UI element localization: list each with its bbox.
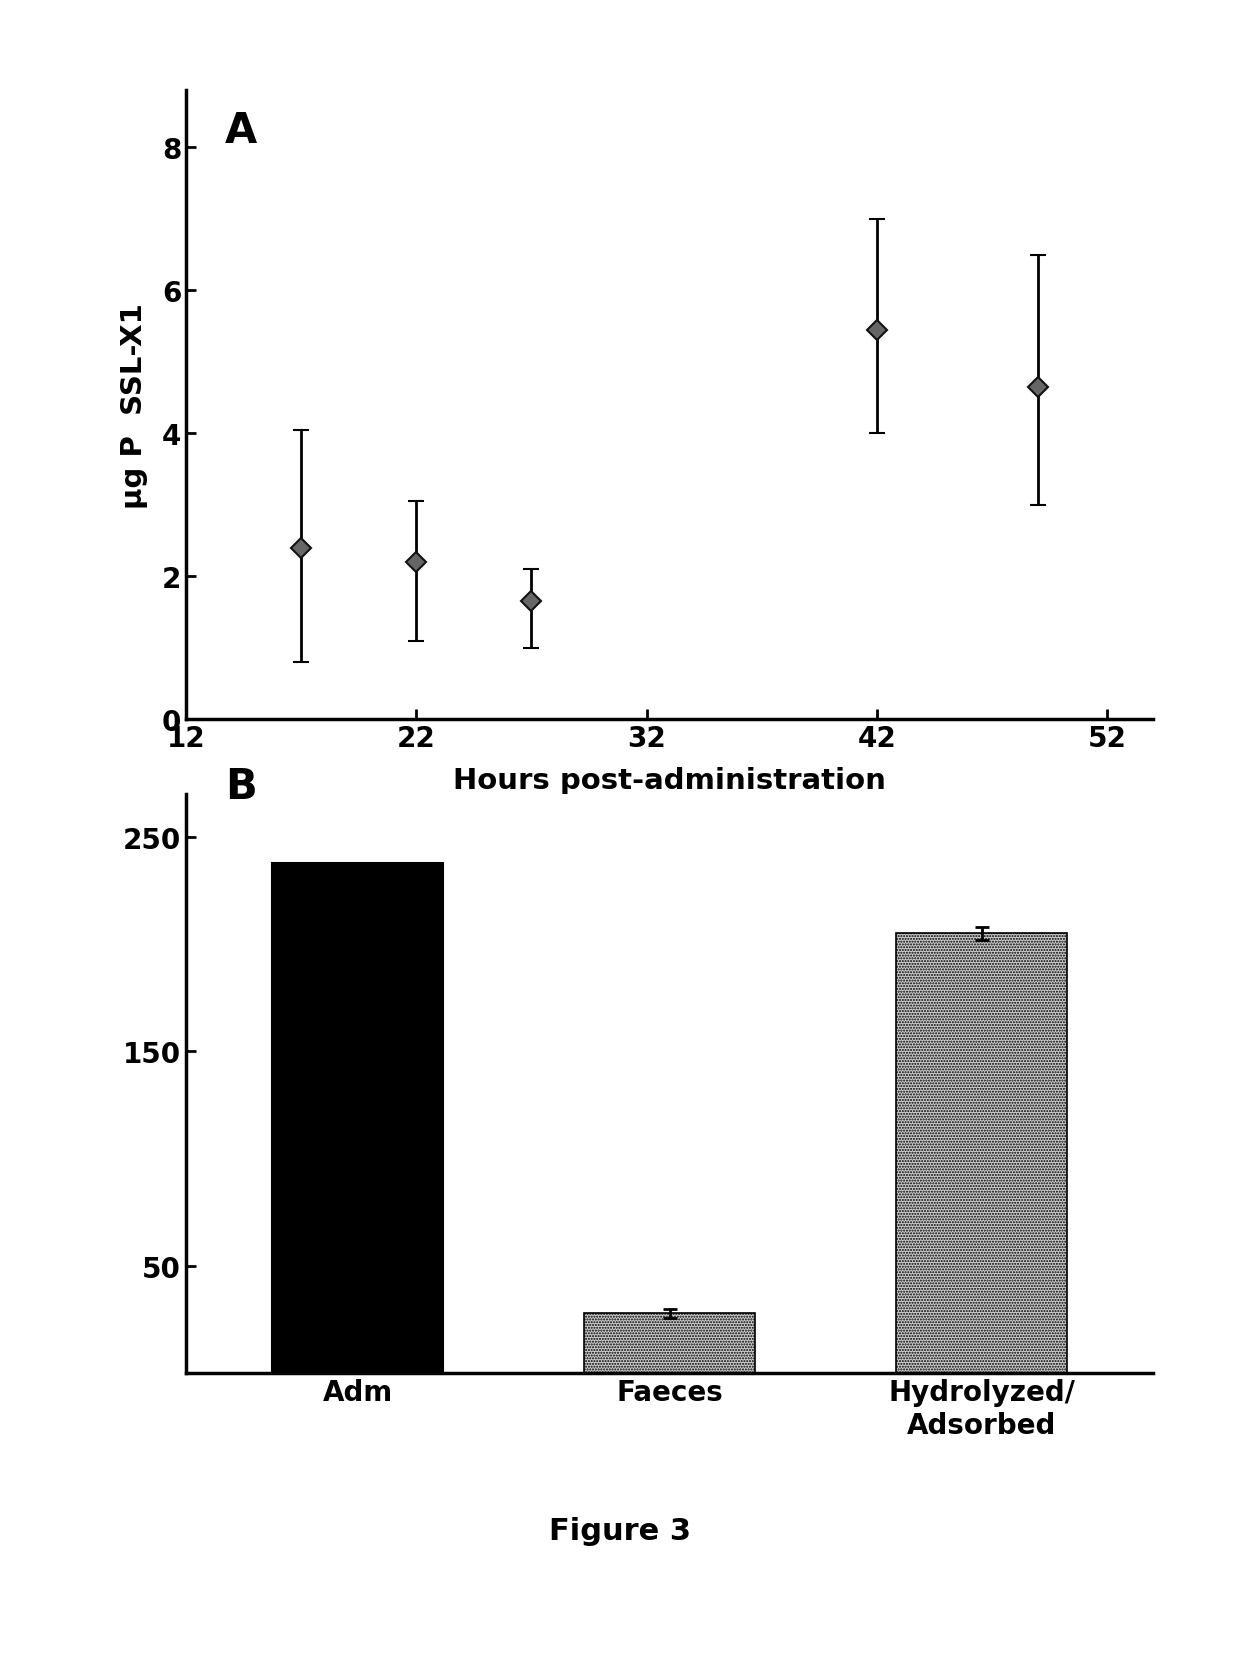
Bar (584, 1314, 755, 1374)
Text: B: B (224, 765, 257, 808)
Bar (272, 862, 444, 1374)
Text: Figure 3: Figure 3 (549, 1516, 691, 1546)
Y-axis label: µg P  SSL-X1: µg P SSL-X1 (120, 303, 148, 508)
X-axis label: Hours post-administration: Hours post-administration (453, 766, 887, 794)
Bar (895, 933, 1068, 1374)
Text: A: A (224, 109, 257, 152)
